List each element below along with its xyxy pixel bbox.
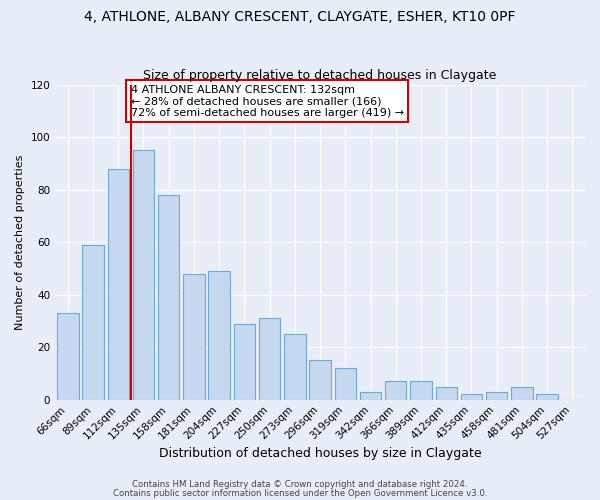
X-axis label: Distribution of detached houses by size in Claygate: Distribution of detached houses by size …: [159, 447, 481, 460]
Text: Contains HM Land Registry data © Crown copyright and database right 2024.: Contains HM Land Registry data © Crown c…: [132, 480, 468, 489]
Bar: [107, 168, 129, 400]
Bar: [410, 382, 432, 400]
Bar: [158, 195, 179, 400]
Title: Size of property relative to detached houses in Claygate: Size of property relative to detached ho…: [143, 69, 497, 82]
Bar: [233, 324, 255, 400]
Bar: [133, 150, 154, 400]
Bar: [536, 394, 558, 400]
Bar: [183, 274, 205, 400]
Bar: [208, 271, 230, 400]
Bar: [436, 386, 457, 400]
Bar: [310, 360, 331, 400]
Y-axis label: Number of detached properties: Number of detached properties: [15, 154, 25, 330]
Text: Contains public sector information licensed under the Open Government Licence v3: Contains public sector information licen…: [113, 489, 487, 498]
Bar: [385, 382, 406, 400]
Bar: [511, 386, 533, 400]
Bar: [259, 318, 280, 400]
Bar: [461, 394, 482, 400]
Bar: [335, 368, 356, 400]
Bar: [486, 392, 508, 400]
Bar: [82, 245, 104, 400]
Bar: [360, 392, 381, 400]
Bar: [57, 313, 79, 400]
Bar: [284, 334, 305, 400]
Text: 4, ATHLONE, ALBANY CRESCENT, CLAYGATE, ESHER, KT10 0PF: 4, ATHLONE, ALBANY CRESCENT, CLAYGATE, E…: [84, 10, 516, 24]
Text: 4 ATHLONE ALBANY CRESCENT: 132sqm
← 28% of detached houses are smaller (166)
72%: 4 ATHLONE ALBANY CRESCENT: 132sqm ← 28% …: [131, 84, 404, 118]
